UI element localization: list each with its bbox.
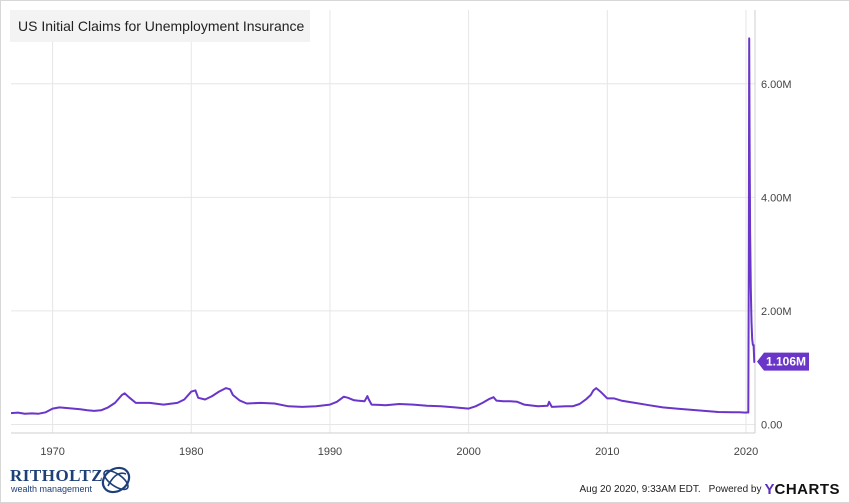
x-tick-label: 2020 [734,446,758,458]
powered-by-label: Powered by [708,483,762,495]
logo-subtitle: wealth management [11,484,93,494]
timestamp: Aug 20 2020, 9:33AM EDT. [579,483,701,495]
series-line [10,37,756,415]
y-tick-label: 0.00 [761,419,782,431]
logo-name: RITHOLTZ [10,466,104,485]
chart-title: US Initial Claims for Unemployment Insur… [18,18,305,34]
x-tick-label: 1990 [318,446,342,458]
chart-title-box: US Initial Claims for Unemployment Insur… [10,10,310,42]
ycharts-logo-text[interactable]: CHARTS [774,480,840,498]
last-value-badge: 1.106M [757,352,809,371]
series-layer: 1.106M [10,37,809,415]
logo-emblem-icon [101,466,131,494]
x-tick-label: 1980 [179,446,203,458]
y-tick-label: 2.00M [761,306,792,318]
last-value-label: 1.106M [766,355,806,369]
x-tick-label: 2010 [595,446,619,458]
y-tick-label: 4.00M [761,192,792,204]
grid-lines [11,10,756,434]
x-tick-label: 2000 [456,446,480,458]
last-value-badge-bg [757,352,809,371]
axis-labels: 1970 1980 1990 2000 2010 2020 0.00 2.00M 4.00M 6.… [40,79,791,458]
y-tick-label: 6.00M [761,79,792,91]
ycharts-logo-y[interactable]: Y [764,480,775,498]
x-tick-label: 1970 [40,446,64,458]
chart-footer: Aug 20 2020, 9:33AM EDT. Powered by Y CHA… [579,480,840,498]
ritholtz-logo: RITHOLTZ wealth management [10,462,140,498]
